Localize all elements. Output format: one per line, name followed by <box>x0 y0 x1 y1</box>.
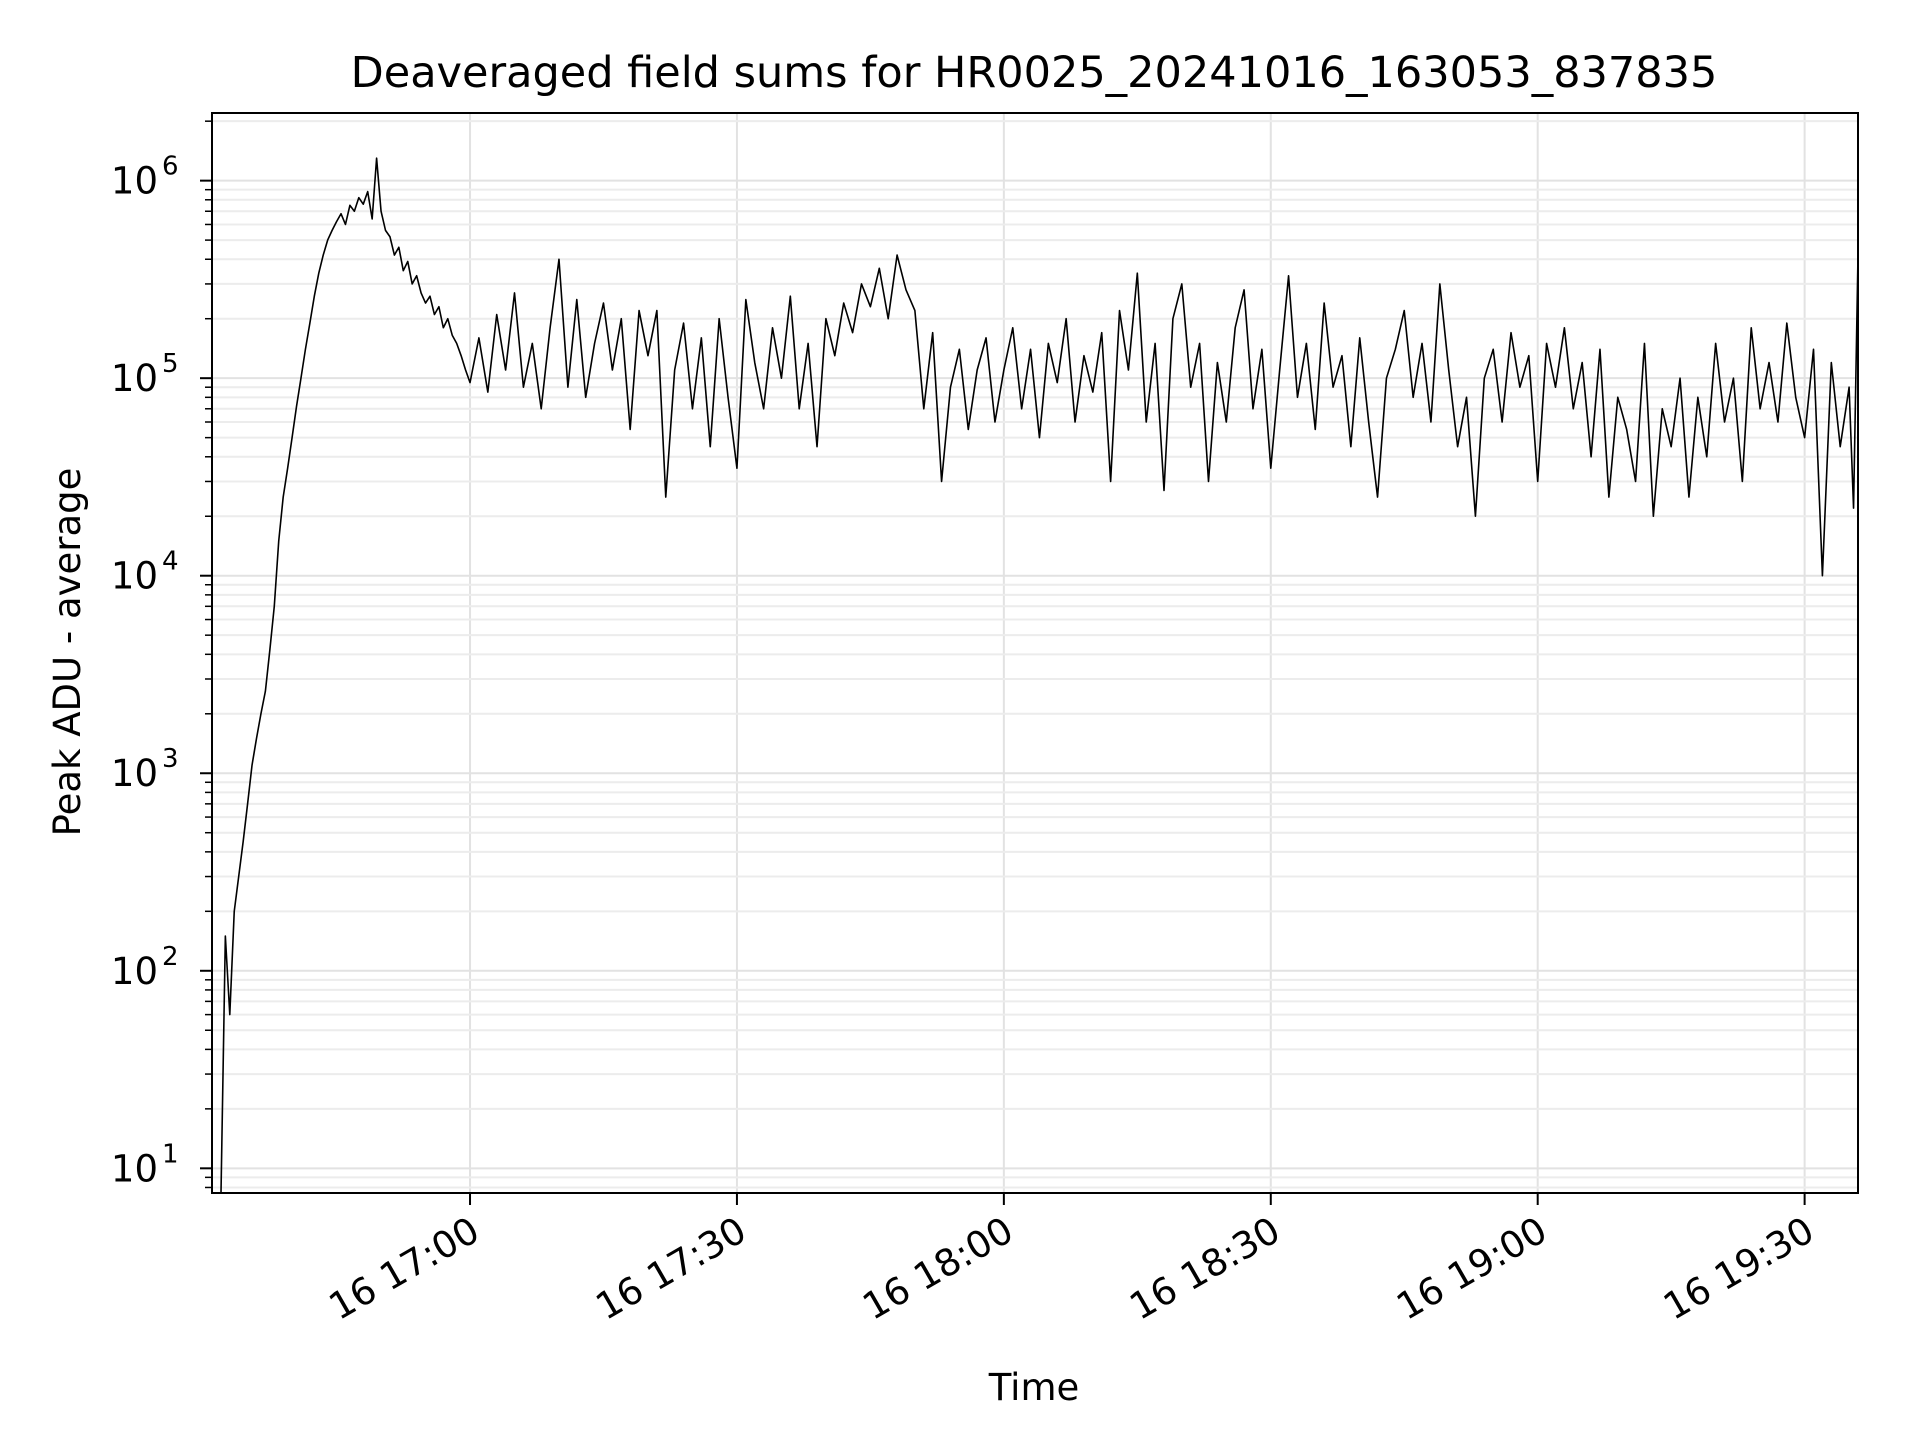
y-tick-label: 10 6 <box>111 152 179 203</box>
y-tick-exponent: 2 <box>162 942 179 972</box>
grid-lines <box>212 113 1858 1193</box>
y-tick-label: 10 2 <box>111 942 179 993</box>
y-tick-label: 10 5 <box>111 349 179 400</box>
y-tick-base: 10 <box>111 752 158 795</box>
y-tick-base: 10 <box>111 357 158 400</box>
y-tick-label: 10 3 <box>111 744 179 795</box>
y-tick-label: 10 1 <box>111 1139 179 1190</box>
y-tick-base: 10 <box>111 1147 158 1190</box>
x-axis-label: Time <box>988 1366 1080 1409</box>
series-line <box>220 157 1858 1193</box>
y-tick-label: 10 4 <box>111 547 179 598</box>
tick-marks <box>200 120 1806 1205</box>
y-tick-exponent: 4 <box>162 547 179 577</box>
y-tick-base: 10 <box>111 160 158 203</box>
y-tick-base: 10 <box>111 555 158 598</box>
series-layer <box>220 157 1858 1193</box>
y-tick-exponent: 3 <box>162 744 179 774</box>
y-tick-exponent: 5 <box>162 349 179 379</box>
plot-frame <box>211 112 1859 1194</box>
chart-title: Deaveraged field sums for HR0025_2024101… <box>351 48 1718 98</box>
plot-area <box>200 112 1859 1205</box>
y-tick-exponent: 6 <box>162 152 179 182</box>
y-axis-label: Peak ADU - average <box>46 468 89 837</box>
y-tick-base: 10 <box>111 950 158 993</box>
y-tick-exponent: 1 <box>162 1139 179 1169</box>
